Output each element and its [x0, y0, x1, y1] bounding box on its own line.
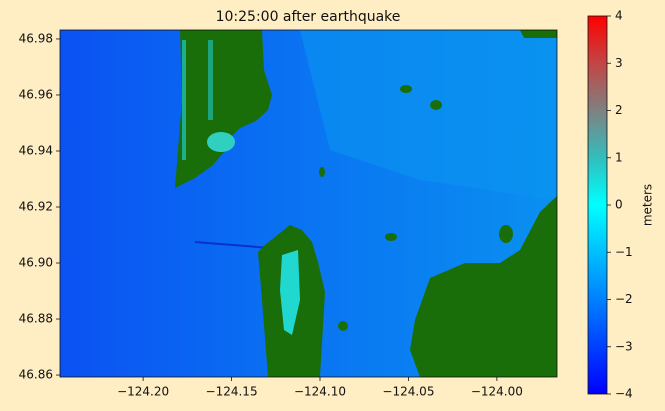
colorbar-tick-label: 0	[615, 198, 623, 212]
map-image	[60, 30, 557, 377]
x-tick-label: −124.20	[117, 385, 169, 399]
colorbar-label: meters	[641, 184, 655, 226]
colorbar-tick-label: −4	[615, 387, 633, 401]
colorbar-tick-label: −1	[615, 245, 633, 259]
y-tick-label: 46.94	[19, 143, 53, 157]
colorbar-tick-label: −3	[615, 339, 633, 353]
colorbar-tick-label: 3	[615, 56, 623, 70]
x-tick-label: −124.10	[294, 385, 346, 399]
chart-title: 10:25:00 after earthquake	[216, 9, 401, 25]
y-tick-label: 46.92	[19, 200, 53, 214]
x-tick-label: −124.05	[382, 385, 434, 399]
colorbar-tick-label: 1	[615, 150, 623, 164]
y-tick-label: 46.98	[19, 31, 53, 45]
x-tick-label: −124.15	[206, 385, 258, 399]
y-tick-label: 46.88	[19, 312, 53, 326]
colorbar	[587, 15, 608, 395]
y-tick-label: 46.96	[19, 87, 53, 101]
plot-frame	[59, 29, 558, 378]
colorbar-tick-label: 2	[615, 103, 623, 117]
x-tick-label: −124.00	[471, 385, 523, 399]
colorbar-tick-label: 4	[615, 9, 623, 23]
colorbar-tick-label: −2	[615, 292, 633, 306]
y-tick-label: 46.90	[19, 256, 53, 270]
y-tick-label: 46.86	[19, 368, 53, 382]
